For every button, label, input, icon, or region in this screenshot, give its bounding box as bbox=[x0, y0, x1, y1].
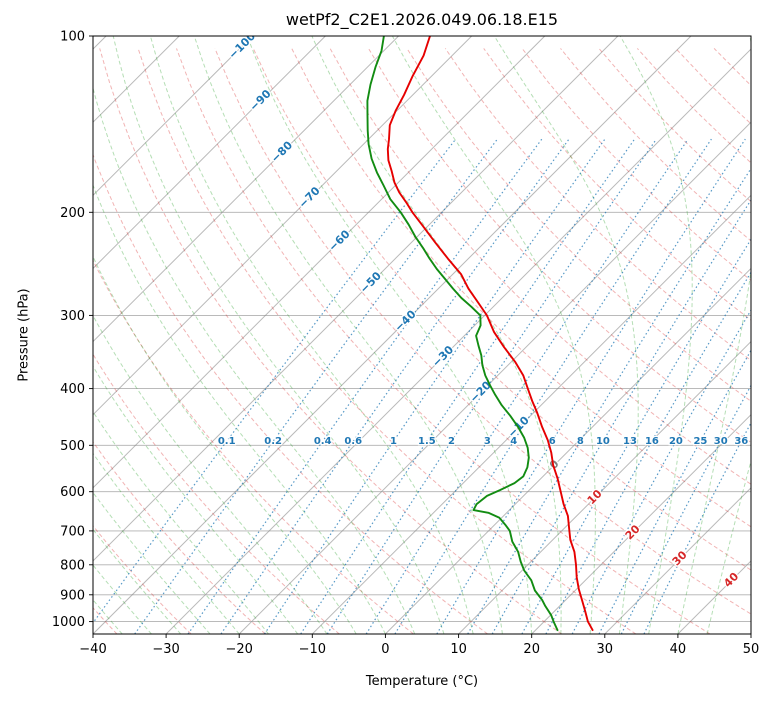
svg-text:13: 13 bbox=[623, 436, 637, 447]
svg-text:0: 0 bbox=[381, 642, 389, 657]
chart-title: wetPf2_C2E1.2026.049.06.18.E15 bbox=[285, 10, 559, 29]
svg-text:25: 25 bbox=[693, 436, 707, 447]
svg-text:36: 36 bbox=[734, 436, 748, 447]
svg-text:3: 3 bbox=[484, 436, 491, 447]
svg-text:50: 50 bbox=[743, 642, 760, 657]
svg-text:0.6: 0.6 bbox=[344, 436, 362, 447]
moist-adiabats bbox=[93, 36, 751, 634]
svg-text:500: 500 bbox=[60, 439, 85, 454]
svg-text:16: 16 bbox=[645, 436, 659, 447]
svg-text:700: 700 bbox=[60, 524, 85, 539]
svg-text:800: 800 bbox=[60, 558, 85, 573]
svg-text:40: 40 bbox=[670, 642, 687, 657]
pressure-gridlines bbox=[93, 36, 751, 623]
svg-text:2: 2 bbox=[448, 436, 455, 447]
svg-text:1000: 1000 bbox=[52, 615, 85, 630]
svg-text:−20: −20 bbox=[225, 642, 252, 657]
svg-text:600: 600 bbox=[60, 485, 85, 500]
svg-text:10: 10 bbox=[596, 436, 610, 447]
svg-text:900: 900 bbox=[60, 588, 85, 603]
svg-text:300: 300 bbox=[60, 309, 85, 324]
x-axis-label: Temperature (°C) bbox=[365, 674, 479, 689]
svg-text:0.4: 0.4 bbox=[314, 436, 332, 447]
svg-text:100: 100 bbox=[60, 30, 85, 45]
svg-text:20: 20 bbox=[523, 642, 540, 657]
svg-text:10: 10 bbox=[450, 642, 467, 657]
plot-area: −100−90−80−70−60−50−40−30−20−10010203040… bbox=[93, 36, 751, 634]
svg-text:0.2: 0.2 bbox=[264, 436, 282, 447]
svg-text:30: 30 bbox=[597, 642, 614, 657]
temperature-curve bbox=[386, 36, 594, 632]
svg-text:1.5: 1.5 bbox=[418, 436, 436, 447]
dewpoint-curve bbox=[366, 36, 559, 632]
y-axis-label: Pressure (hPa) bbox=[16, 288, 32, 382]
svg-text:200: 200 bbox=[60, 206, 85, 221]
dry-adiabats bbox=[93, 48, 751, 634]
mixing-ratio-lines bbox=[93, 138, 751, 634]
svg-text:0.1: 0.1 bbox=[218, 436, 236, 447]
svg-text:−30: −30 bbox=[152, 642, 179, 657]
svg-text:20: 20 bbox=[669, 436, 683, 447]
svg-text:6: 6 bbox=[549, 436, 556, 447]
svg-text:1: 1 bbox=[390, 436, 397, 447]
mixing-ratio-labels: 0.1 0.2 0.4 0.6 1 1.5 2 3 4 6 8 10 13 16 20 25 30 36 bbox=[217, 435, 750, 449]
tick-marks bbox=[89, 35, 752, 638]
svg-text:4: 4 bbox=[510, 436, 517, 447]
svg-text:−40: −40 bbox=[79, 642, 106, 657]
svg-text:400: 400 bbox=[60, 382, 85, 397]
svg-text:30: 30 bbox=[714, 436, 728, 447]
plot-border bbox=[92, 35, 752, 635]
svg-text:8: 8 bbox=[577, 436, 584, 447]
isotherm-lines bbox=[93, 36, 751, 634]
svg-text:−10: −10 bbox=[299, 642, 326, 657]
